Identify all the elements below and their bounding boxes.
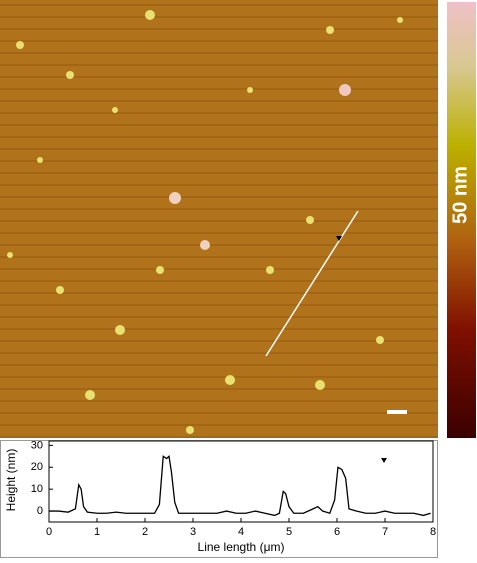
x-tick-label: 3 xyxy=(190,526,196,538)
y-axis-label: Height (nm) xyxy=(4,449,18,512)
x-axis-label: Line length (μm) xyxy=(198,540,285,554)
x-tick-label: 1 xyxy=(94,526,100,538)
x-tick-label: 6 xyxy=(334,526,340,538)
scale-bar xyxy=(387,410,407,414)
x-tick-label: 7 xyxy=(382,526,388,538)
x-tick-label: 8 xyxy=(430,526,436,538)
x-tick-label: 5 xyxy=(286,526,292,538)
y-tick-label: 20 xyxy=(31,461,43,473)
y-tick-label: 30 xyxy=(31,439,43,451)
afm-image xyxy=(0,0,438,438)
x-tick-label: 0 xyxy=(46,526,52,538)
y-tick-label: 10 xyxy=(31,483,43,495)
x-tick-label: 4 xyxy=(238,526,244,538)
y-tick-label: 0 xyxy=(37,505,43,517)
x-tick-label: 2 xyxy=(142,526,148,538)
colorbar-label: 50 nm xyxy=(449,166,471,224)
figure: 50 nm Height (nm) Line length (μm) 01020… xyxy=(0,0,477,558)
